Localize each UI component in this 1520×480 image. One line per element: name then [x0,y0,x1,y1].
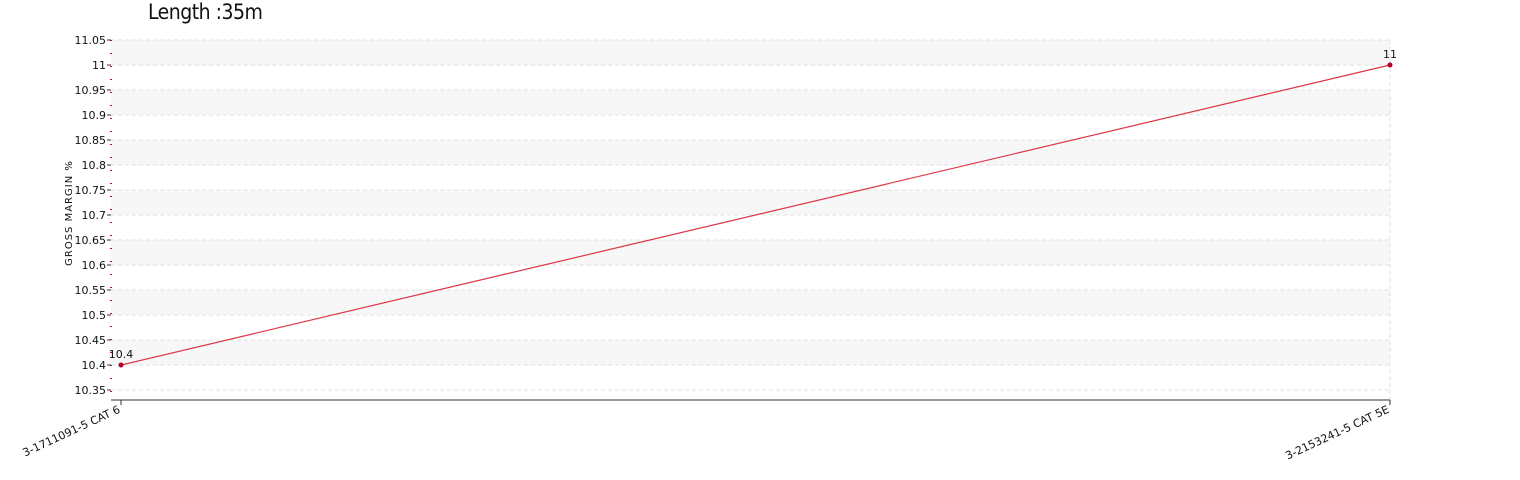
y-tick-label: 10.4 [82,359,107,372]
y-axis-label: GROSS MARGIN % [64,160,75,266]
grid-band [111,240,1390,265]
y-tick-label: 10.45 [75,334,107,347]
series-line [120,64,1391,366]
grid-band [111,290,1390,315]
y-tick-label: 10.85 [75,134,107,147]
y-tick-label: 10.9 [82,109,107,122]
data-label: 11 [1383,48,1397,61]
x-tick-labels: 3-1711091-5 CAT 6 3-2153241-5 CAT 5E [21,400,1391,463]
y-tick-label: 10.55 [75,284,107,297]
y-tick-label: 11.05 [75,34,107,47]
y-tick-label: 10.5 [82,309,107,322]
y-tick-labels: 10.35 10.4 10.45 10.5 10.55 10.6 10.65 10.7 10.7… [75,34,111,397]
gridlines [111,39,1391,400]
y-tick-label: 10.95 [75,84,107,97]
x-tick-label: 3-1711091-5 CAT 6 [21,403,123,460]
y-tick-label: 11 [92,59,106,72]
grid-band [111,340,1390,365]
y-tick-label: 10.65 [75,234,107,247]
series-points [118,62,1393,368]
grid-band [111,90,1390,115]
series-line-path [120,64,1391,366]
data-point [118,362,124,368]
data-label: 10.4 [109,348,134,361]
chart-title: Length :35m [148,0,263,24]
y-tick-label: 10.8 [82,159,107,172]
grid-band [111,40,1390,65]
y-tick-label: 10.35 [75,384,107,397]
y-tick-label: 10.6 [82,259,107,272]
grid-band [111,140,1390,165]
data-point [1387,62,1393,68]
data-labels: 10.4 11 [109,48,1397,361]
grid-band [111,190,1390,215]
y-tick-label: 10.7 [82,209,107,222]
y-tick-label: 10.75 [75,184,107,197]
x-tick-label: 3-2153241-5 CAT 5E [1283,403,1391,463]
background-bands [111,40,1390,365]
